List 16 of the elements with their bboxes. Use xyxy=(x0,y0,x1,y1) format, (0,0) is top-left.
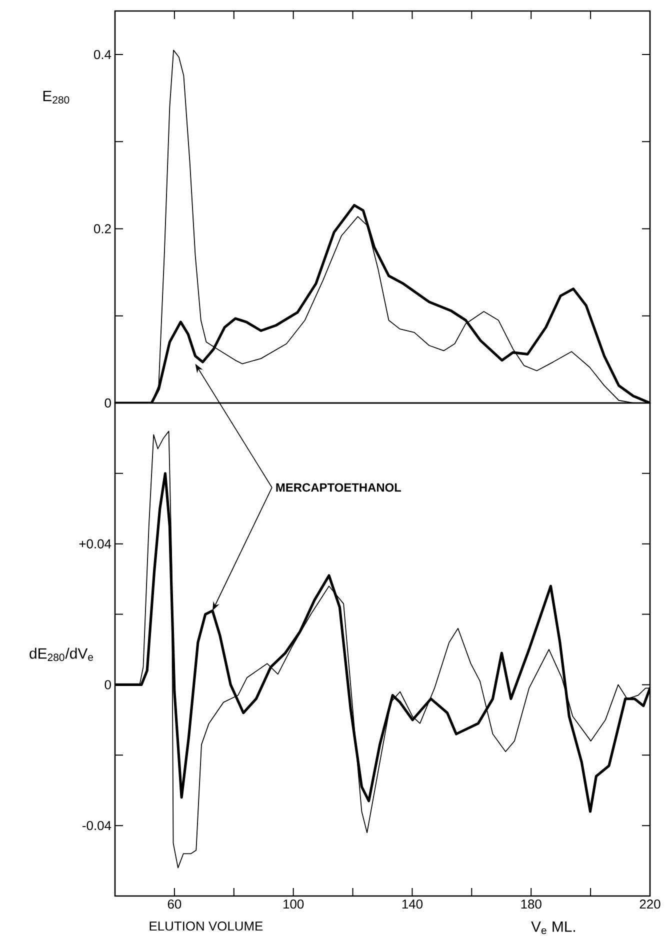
y-tick-label: 0.2 xyxy=(94,224,111,234)
x-tick-label: 60 xyxy=(168,900,182,909)
y-axis-title: dE$_{280}$/dV$_{e}$ xyxy=(30,648,94,662)
x-axis-title: ELUTION VOLUME xyxy=(150,922,263,931)
y-tick-label: 0 xyxy=(104,398,111,408)
y-tick-label: 0.4 xyxy=(94,50,112,60)
x-tick-label: 100 xyxy=(284,900,304,909)
x-tick-label: 180 xyxy=(521,900,542,909)
text: V$_{e}$ ML. xyxy=(531,922,576,934)
y-tick-label: +0.04 xyxy=(79,539,112,548)
y-axis-title: E$_{280}$ xyxy=(43,90,70,104)
y-tick-label: 0 xyxy=(104,680,111,690)
annotation: MERCAPTOETHANOL xyxy=(276,483,402,492)
x-tick-label: 140 xyxy=(402,900,423,909)
y-tick-label: -0.04 xyxy=(82,820,112,830)
x-tick-label: 220 xyxy=(640,900,660,909)
